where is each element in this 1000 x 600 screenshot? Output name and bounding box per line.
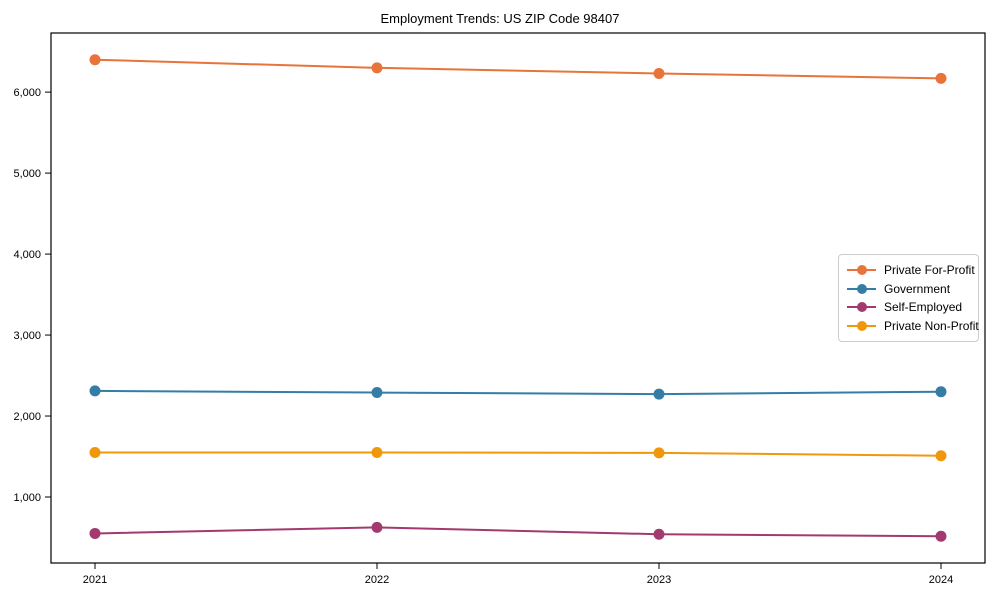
data-point-marker-self-employed <box>935 530 947 542</box>
chart-title: Employment Trends: US ZIP Code 98407 <box>380 11 620 26</box>
legend-line-marker-icon <box>847 301 876 313</box>
series-line-private-non-profit <box>94 451 942 457</box>
data-point-marker-self-employed <box>653 528 665 540</box>
data-point-marker-private-for-profit <box>935 72 947 84</box>
y-tick-label: 5,000 <box>13 168 41 180</box>
x-tick-label: 2022 <box>365 574 389 586</box>
series-line-private-for-profit <box>94 58 942 80</box>
x-tick-label: 2024 <box>929 574 953 586</box>
plot-frame <box>50 32 986 564</box>
x-tick-label: 2023 <box>647 574 671 586</box>
data-point-marker-self-employed <box>371 521 383 533</box>
data-point-marker-private-non-profit <box>371 446 383 458</box>
chart-legend: Private For-Profit Government Self-Emplo… <box>838 254 979 342</box>
data-point-marker-government <box>371 387 383 399</box>
data-point-marker-private-for-profit <box>653 67 665 79</box>
legend-line-marker-icon <box>847 320 876 332</box>
legend-line-marker-icon <box>847 264 876 276</box>
legend-item: Government <box>847 280 970 298</box>
y-tick-label: 2,000 <box>13 411 41 423</box>
data-point-marker-government <box>89 385 101 397</box>
data-point-marker-self-employed <box>89 527 101 539</box>
data-point-marker-government <box>653 388 665 400</box>
legend-item: Self-Employed <box>847 298 970 316</box>
data-point-marker-private-non-profit <box>89 446 101 458</box>
x-tick-label: 2021 <box>83 574 107 586</box>
y-tick-label: 4,000 <box>13 249 41 261</box>
y-tick-label: 1,000 <box>13 492 41 504</box>
legend-label: Self-Employed <box>884 300 963 315</box>
legend-item: Private Non-Profit <box>847 317 979 335</box>
y-tick-label: 6,000 <box>13 87 41 99</box>
data-point-marker-private-non-profit <box>935 450 947 462</box>
legend-label: Government <box>884 281 951 296</box>
legend-item: Private For-Profit <box>847 261 975 279</box>
series-line-government <box>94 389 942 396</box>
y-tick-label: 3,000 <box>13 330 41 342</box>
legend-label: Private Non-Profit <box>884 318 979 333</box>
data-point-marker-private-for-profit <box>371 62 383 74</box>
series-line-self-employed <box>94 526 942 538</box>
data-point-marker-private-for-profit <box>89 54 101 66</box>
legend-line-marker-icon <box>847 283 876 295</box>
legend-label: Private For-Profit <box>884 263 975 277</box>
data-point-marker-government <box>935 386 947 398</box>
data-point-marker-private-non-profit <box>653 447 665 459</box>
